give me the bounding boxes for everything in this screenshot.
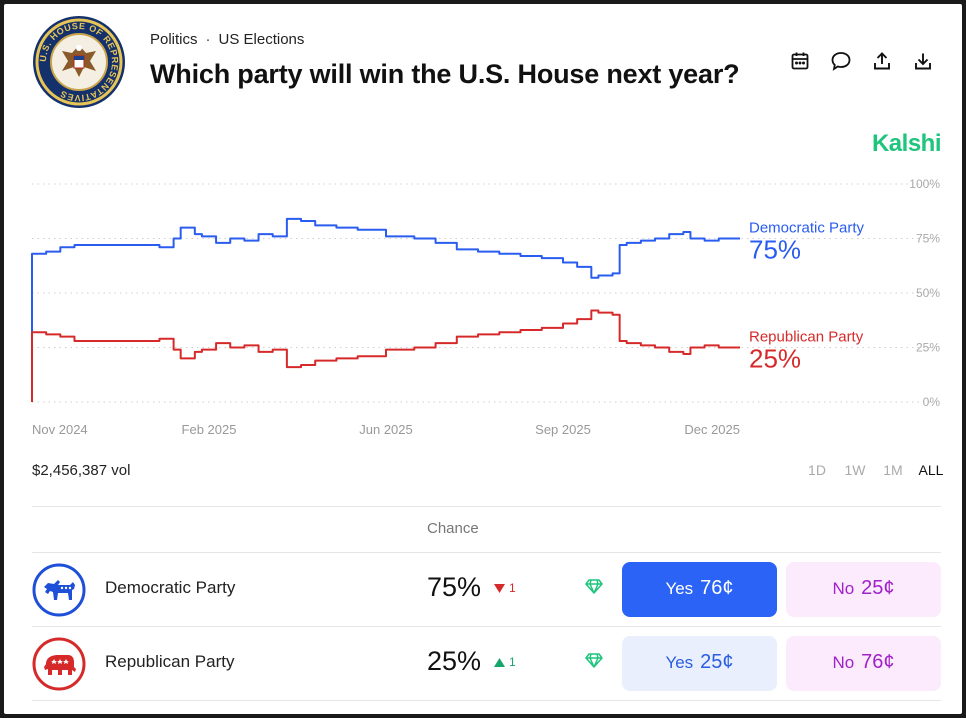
buy-yes-button[interactable]: Yes 76¢ <box>622 562 777 617</box>
series-name-label: Republican Party <box>749 329 864 346</box>
x-tick-label: Feb 2025 <box>182 422 237 437</box>
divider <box>32 626 941 627</box>
buy-no-button[interactable]: No 76¢ <box>786 636 941 691</box>
outcome-row-republican[interactable]: Republican Party 25% 1 Yes 25¢ No 76¢ <box>32 627 941 701</box>
series-value-label: 75% <box>749 235 801 265</box>
chance-delta: 1 <box>494 655 516 669</box>
breadcrumb-separator: · <box>205 31 211 48</box>
delta-value: 1 <box>509 581 516 595</box>
x-tick-label: Sep 2025 <box>535 422 591 437</box>
x-tick-label: Jun 2025 <box>359 422 413 437</box>
y-tick-label: 0% <box>923 395 941 409</box>
breadcrumb-us-elections[interactable]: US Elections <box>218 31 305 48</box>
up-triangle-icon <box>494 657 505 667</box>
divider <box>32 506 941 507</box>
chance-column-header: Chance <box>427 520 479 537</box>
market-card: U.S. HOUSE OF REPRESENTATIVES Politics ·… <box>4 4 962 714</box>
range-selector: 1D 1W 1M ALL <box>798 462 950 478</box>
party-name: Democratic Party <box>105 578 236 597</box>
share-icon[interactable] <box>869 48 895 74</box>
delta-value: 1 <box>509 655 516 669</box>
comment-icon[interactable] <box>828 48 854 74</box>
range-1w[interactable]: 1W <box>844 462 866 478</box>
series-line-republican <box>31 309 740 402</box>
y-tick-label: 50% <box>916 286 940 300</box>
range-all[interactable]: ALL <box>918 462 944 478</box>
chance-value: 25% <box>427 646 482 676</box>
price-history-chart: 100% 75% 50% 25% 0% Nov 2024 Feb 2025 Jun 2025… <box>31 177 941 437</box>
y-tick-label: 75% <box>916 232 940 246</box>
series-value-label: 25% <box>749 344 801 374</box>
breadcrumb: Politics · US Elections <box>150 31 304 48</box>
y-tick-label: 100% <box>909 177 940 191</box>
party-name: Republican Party <box>105 652 235 671</box>
buy-yes-button[interactable]: Yes 25¢ <box>622 636 777 691</box>
download-icon[interactable] <box>910 48 936 74</box>
y-tick-label: 25% <box>916 341 940 355</box>
divider <box>32 700 941 701</box>
house-seal-logo: U.S. HOUSE OF REPRESENTATIVES <box>33 16 125 108</box>
x-tick-label: Nov 2024 <box>32 422 88 437</box>
buy-no-button[interactable]: No 25¢ <box>786 562 941 617</box>
divider <box>32 552 941 553</box>
outcome-row-democratic[interactable]: Democratic Party 75% 1 Yes 76¢ No 25¢ <box>32 553 941 627</box>
democrat-donkey-icon <box>32 563 86 617</box>
page-title: Which party will win the U.S. House next… <box>150 59 740 89</box>
gem-icon[interactable] <box>585 651 603 669</box>
kalshi-logo: Kalshi <box>871 130 942 157</box>
chance-value: 75% <box>427 572 482 602</box>
gem-icon[interactable] <box>585 577 603 595</box>
republican-elephant-icon <box>32 637 86 691</box>
range-1m[interactable]: 1M <box>883 462 903 478</box>
breadcrumb-politics[interactable]: Politics <box>150 31 198 48</box>
down-triangle-icon <box>494 583 505 593</box>
x-tick-label: Dec 2025 <box>684 422 740 437</box>
series-name-label: Democratic Party <box>749 220 865 237</box>
chance-delta: 1 <box>494 581 516 595</box>
volume-text: $2,456,387 vol <box>32 462 131 479</box>
series-line-democratic <box>31 217 740 402</box>
range-1d[interactable]: 1D <box>808 462 826 478</box>
calendar-icon[interactable] <box>787 48 813 74</box>
